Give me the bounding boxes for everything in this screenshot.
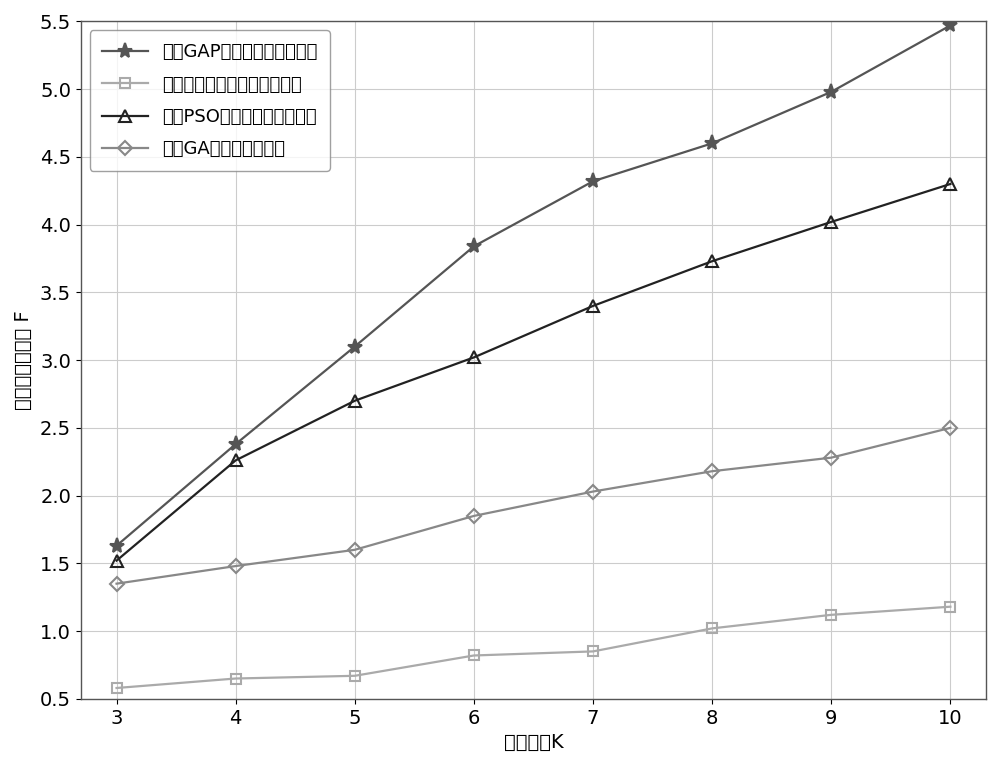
- 基于GAP方法的波束跳变技术: [111, 541, 123, 550]
- 基于GA的波束跳变技术: [944, 424, 956, 433]
- X-axis label: 卫星波束K: 卫星波束K: [504, 733, 563, 752]
- 基于GA的波束跳变技术: [111, 579, 123, 588]
- 基于随机选择的波束跳变技术: [706, 624, 718, 633]
- 基于GAP方法的波束跳变技术: [468, 242, 480, 251]
- 基于PSO算法的波束跳变技术: [706, 257, 718, 266]
- 基于GA的波束跳变技术: [349, 545, 361, 555]
- 基于GAP方法的波束跳变技术: [349, 342, 361, 351]
- Y-axis label: 服务满意度总和 F: 服务满意度总和 F: [14, 310, 33, 410]
- 基于PSO算法的波束跳变技术: [230, 456, 242, 465]
- Line: 基于GA的波束跳变技术: 基于GA的波束跳变技术: [112, 423, 955, 588]
- 基于PSO算法的波束跳变技术: [944, 179, 956, 188]
- 基于GA的波束跳变技术: [587, 487, 599, 496]
- 基于PSO算法的波束跳变技术: [111, 556, 123, 565]
- Line: 基于GAP方法的波束跳变技术: 基于GAP方法的波束跳变技术: [109, 18, 958, 553]
- 基于PSO算法的波束跳变技术: [349, 396, 361, 405]
- 基于GAP方法的波束跳变技术: [706, 139, 718, 148]
- 基于PSO算法的波束跳变技术: [468, 353, 480, 362]
- 基于GAP方法的波束跳变技术: [825, 87, 837, 97]
- 基于随机选择的波束跳变技术: [349, 671, 361, 680]
- Line: 基于PSO算法的波束跳变技术: 基于PSO算法的波束跳变技术: [110, 178, 957, 567]
- 基于GAP方法的波束跳变技术: [230, 440, 242, 449]
- 基于随机选择的波束跳变技术: [825, 611, 837, 620]
- 基于GA的波束跳变技术: [825, 453, 837, 462]
- 基于GA的波束跳变技术: [230, 561, 242, 571]
- 基于GAP方法的波束跳变技术: [587, 177, 599, 186]
- Legend: 基于GAP方法的波束跳变技术, 基于随机选择的波束跳变技术, 基于PSO算法的波束跳变技术, 基于GA的波束跳变技术: 基于GAP方法的波束跳变技术, 基于随机选择的波束跳变技术, 基于PSO算法的波…: [90, 31, 330, 171]
- 基于随机选择的波束跳变技术: [587, 647, 599, 656]
- 基于随机选择的波束跳变技术: [230, 674, 242, 683]
- 基于随机选择的波束跳变技术: [944, 602, 956, 611]
- 基于PSO算法的波束跳变技术: [587, 301, 599, 310]
- 基于GAP方法的波束跳变技术: [944, 21, 956, 30]
- Line: 基于随机选择的波束跳变技术: 基于随机选择的波束跳变技术: [112, 602, 955, 693]
- 基于GA的波束跳变技术: [468, 512, 480, 521]
- 基于GA的波束跳变技术: [706, 466, 718, 476]
- 基于随机选择的波束跳变技术: [111, 683, 123, 692]
- 基于随机选择的波束跳变技术: [468, 651, 480, 660]
- 基于PSO算法的波束跳变技术: [825, 218, 837, 227]
